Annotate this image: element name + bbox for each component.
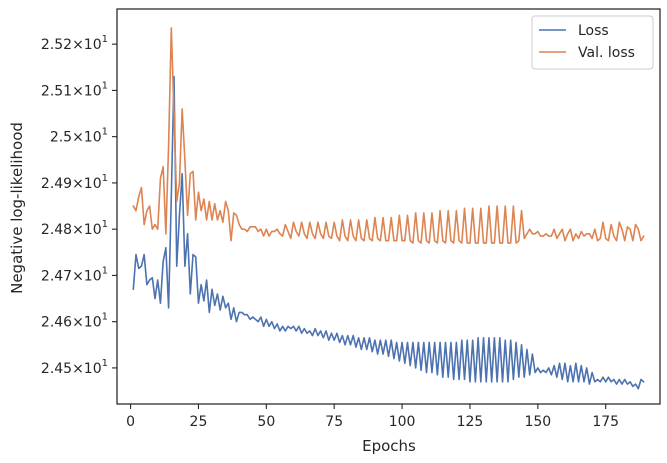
x-tick-label: 150	[524, 414, 551, 430]
y-tick-label: 2.51×101	[41, 80, 108, 99]
y-tick-label: 2.49×101	[41, 173, 108, 192]
x-tick-label: 175	[592, 414, 619, 430]
plot-frame	[116, 8, 661, 405]
y-tick-label: 2.48×101	[41, 219, 108, 238]
y-tick-label: 2.46×101	[41, 312, 108, 331]
series-line-val-loss	[132, 27, 645, 244]
legend-label-val-loss: Val. loss	[578, 45, 635, 61]
series-line-loss	[132, 75, 645, 390]
x-tick-label: 125	[457, 414, 484, 430]
legend-label-loss: Loss	[578, 23, 609, 39]
x-tick-label: 75	[325, 414, 343, 430]
y-tick-label: 2.52×101	[41, 34, 108, 53]
y-tick-label: 2.47×101	[41, 265, 108, 284]
axes-layer: 0 25 50 75 100 125 150 175 2.45×101 2.46×101 2.47×…	[41, 8, 661, 430]
x-axis-label: Epochs	[362, 437, 416, 455]
y-axis-label: Negative log-likelihood	[8, 122, 26, 294]
y-tick-label: 2.5×101	[50, 127, 108, 146]
x-tick-label: 50	[257, 414, 275, 430]
y-tick-label: 2.45×101	[41, 358, 108, 377]
x-tick-label: 25	[190, 414, 208, 430]
x-tick-label: 0	[126, 414, 135, 430]
plot-content	[132, 27, 645, 390]
legend: Loss Val. loss	[531, 15, 654, 70]
x-tick-label: 100	[389, 414, 416, 430]
